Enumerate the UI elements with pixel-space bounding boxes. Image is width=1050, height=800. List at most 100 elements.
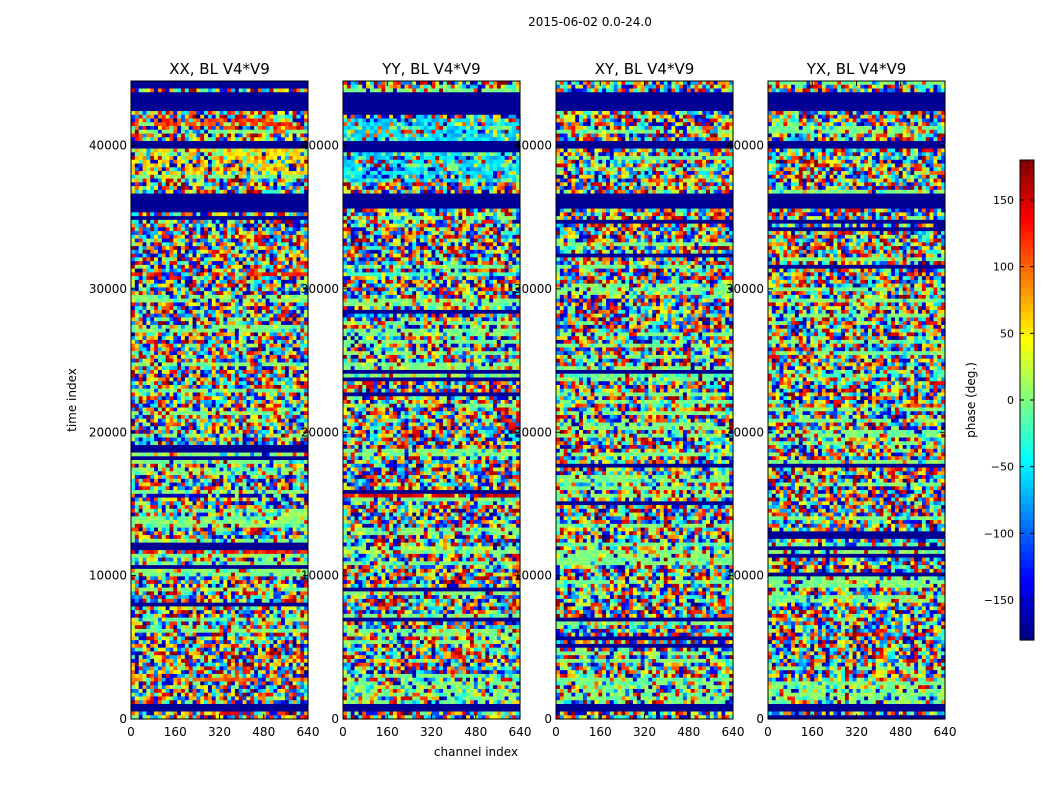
heatmap-cell xyxy=(161,156,167,161)
heatmap-cell xyxy=(154,527,159,532)
heatmap-cell xyxy=(165,392,171,397)
heatmap-cell xyxy=(300,377,305,382)
heatmap-cell xyxy=(196,493,201,499)
heatmap-cell xyxy=(288,354,294,360)
heatmap-cell xyxy=(161,441,167,446)
heatmap-cell xyxy=(261,452,267,457)
heatmap-cell xyxy=(277,111,282,116)
heatmap-cell xyxy=(269,148,274,153)
heatmap-cell xyxy=(250,309,255,315)
heatmap-cell xyxy=(273,407,278,412)
heatmap-cell xyxy=(296,396,301,401)
heatmap-cell xyxy=(257,279,263,285)
heatmap-cell xyxy=(142,223,147,228)
heatmap-cell xyxy=(146,553,151,559)
heatmap-cell xyxy=(161,384,167,390)
heatmap-cell xyxy=(134,362,140,367)
heatmap-cell xyxy=(157,422,163,427)
heatmap-cell xyxy=(184,231,190,236)
heatmap-cell xyxy=(157,358,163,364)
heatmap-cell xyxy=(261,272,267,277)
heatmap-cell xyxy=(192,493,198,499)
heatmap-cell xyxy=(223,276,228,281)
heatmap-cell xyxy=(177,538,182,544)
heatmap-cell xyxy=(150,261,155,266)
heatmap-cell xyxy=(242,249,248,255)
heatmap-cell xyxy=(219,268,224,273)
heatmap-cell xyxy=(177,152,182,157)
heatmap-cell xyxy=(204,478,209,484)
heatmap-cell xyxy=(231,535,236,540)
heatmap-cell xyxy=(215,369,221,375)
heatmap-cell xyxy=(138,129,144,135)
heatmap-cell xyxy=(257,550,263,555)
heatmap-cell xyxy=(150,257,155,262)
heatmap-cell xyxy=(300,189,305,195)
heatmap-cell xyxy=(238,463,244,469)
heatmap-cell xyxy=(181,249,186,255)
heatmap-cell xyxy=(304,460,309,465)
heatmap-cell xyxy=(288,396,294,401)
heatmap-cell xyxy=(300,516,305,521)
heatmap-cell xyxy=(288,174,294,180)
heatmap-cell xyxy=(219,411,224,416)
heatmap-cell xyxy=(184,257,190,262)
heatmap-cell xyxy=(277,321,282,326)
heatmap-cell xyxy=(227,324,232,330)
heatmap-cell xyxy=(215,351,221,356)
heatmap-cell xyxy=(177,497,182,502)
heatmap-cell xyxy=(254,381,259,386)
heatmap-cell xyxy=(223,219,228,225)
heatmap-cell xyxy=(146,223,151,228)
heatmap-cell xyxy=(146,114,151,120)
heatmap-cell xyxy=(300,490,305,495)
heatmap-cell xyxy=(227,369,232,375)
heatmap-cell xyxy=(157,452,163,457)
heatmap-cell xyxy=(223,396,228,401)
heatmap-cell xyxy=(288,339,294,345)
heatmap-cell xyxy=(281,272,286,277)
heatmap-cell xyxy=(234,493,240,499)
heatmap-cell xyxy=(142,490,147,495)
heatmap-cell xyxy=(161,133,167,138)
heatmap-cell xyxy=(165,520,171,525)
heatmap-cell xyxy=(192,332,198,337)
heatmap-cell xyxy=(207,339,213,345)
heatmap-cell xyxy=(173,287,178,292)
heatmap-cell xyxy=(134,309,140,315)
heatmap-cell xyxy=(223,471,228,476)
heatmap-cell xyxy=(204,369,209,375)
heatmap-cell xyxy=(265,478,271,484)
heatmap-cell xyxy=(227,392,232,397)
heatmap-cell xyxy=(281,253,286,258)
heatmap-cell xyxy=(234,178,240,183)
heatmap-cell xyxy=(257,264,263,270)
heatmap-cell xyxy=(277,433,282,439)
heatmap-cell xyxy=(204,283,209,289)
heatmap-cell xyxy=(227,302,232,307)
heatmap-cell xyxy=(138,523,144,529)
heatmap-cell xyxy=(277,403,282,409)
heatmap-cell xyxy=(169,332,174,337)
heatmap-cell xyxy=(292,538,298,544)
heatmap-cell xyxy=(273,422,278,427)
heatmap-cell xyxy=(138,212,144,217)
heatmap-cell xyxy=(227,219,232,225)
heatmap-cell xyxy=(227,126,232,131)
heatmap-cell xyxy=(284,339,290,345)
heatmap-cell xyxy=(304,88,309,93)
heatmap-cell xyxy=(204,163,209,168)
heatmap-cell xyxy=(157,482,163,487)
heatmap-cell xyxy=(169,156,174,161)
heatmap-cell xyxy=(204,238,209,243)
heatmap-cell xyxy=(215,538,221,544)
heatmap-cell xyxy=(169,388,174,394)
heatmap-cell xyxy=(134,463,140,469)
heatmap-cell xyxy=(250,400,255,405)
heatmap-cell xyxy=(227,163,232,168)
heatmap-cell xyxy=(227,231,232,236)
heatmap-cell xyxy=(184,212,190,217)
heatmap-cell xyxy=(173,411,178,416)
heatmap-cell xyxy=(223,411,228,416)
heatmap-cell xyxy=(138,508,144,514)
